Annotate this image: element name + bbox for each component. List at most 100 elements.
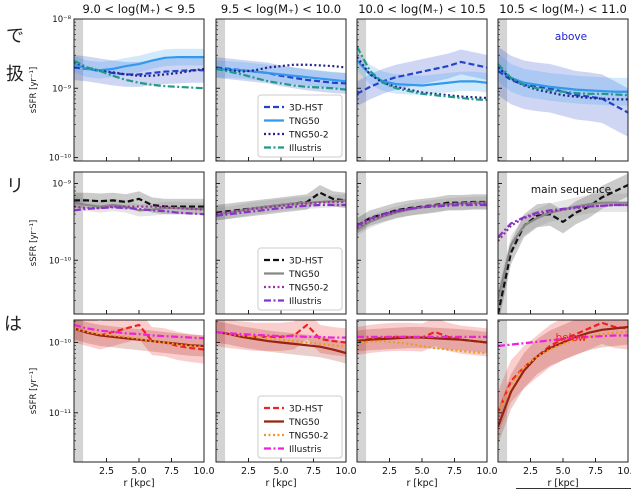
series-line-illustris (498, 203, 628, 238)
series-line-illustris (216, 67, 346, 91)
series-line-illustris (498, 334, 628, 348)
legend-label-tng50-2: TNG50-2 (288, 284, 329, 294)
column-title-3: 10.0 < log(M₊) < 10.5 (358, 2, 486, 16)
series-line-3d-hst (498, 184, 628, 314)
band-3d-hst (498, 320, 628, 434)
legend-label-tng50: TNG50 (288, 418, 320, 428)
series-line-illustris (216, 330, 346, 339)
x-tick-label: 5.0 (555, 466, 570, 477)
legend-label-tng50-2: TNG50-2 (288, 432, 329, 442)
panel-plot-area (357, 194, 487, 236)
panel-plot-area (74, 320, 204, 364)
panel-plot-area (216, 57, 346, 94)
y-tick-label: 10⁻¹⁰ (49, 338, 72, 348)
x-axis-label: r [kpc] (123, 478, 154, 489)
fragment-1: で (6, 26, 24, 47)
legend-label-illustris: Illustris (289, 445, 322, 455)
x-tick-label: 5.0 (414, 466, 429, 477)
panel-plot-area (216, 320, 346, 364)
column-title-4: 10.5 < log(M₊) < 11.0 (499, 2, 627, 16)
legend-label-3d-hst: 3D-HST (289, 405, 323, 415)
panel-3-1: 10⁻¹⁰ 10⁻¹¹ 2.5 5.0 7.5 10.0 r [kpc] (49, 319, 215, 489)
panel-1-1: 10⁻⁸ 10⁻⁹ 10⁻¹⁰ (49, 15, 205, 164)
inner-region-shade (498, 172, 508, 314)
y-axis-label-row-1: sSFR [yr⁻¹] (29, 67, 39, 113)
inner-region-shade (74, 19, 84, 161)
panel-2-1: 10⁻⁹ 10⁻¹⁰ (49, 171, 205, 315)
column-title-1: 9.0 < log(M₊) < 9.5 (83, 2, 196, 16)
panel-plot-area (498, 173, 628, 314)
legend-label-tng50-2: TNG50-2 (288, 131, 329, 141)
inner-region-shade (357, 320, 367, 462)
legend-label-3d-hst: 3D-HST (289, 257, 323, 267)
fragment-4: は (4, 314, 22, 335)
panel-1-3 (356, 18, 488, 162)
panel-plot-area (74, 191, 204, 217)
series-line-tng50-2 (216, 330, 346, 348)
x-tick-label: 7.5 (447, 466, 462, 477)
y-tick-label: 10⁻¹⁰ (49, 154, 72, 164)
series-line-illustris (74, 323, 204, 340)
inner-region-shade (216, 320, 226, 462)
series-line-tng50-2 (498, 330, 628, 414)
y-axis-label-row-3: sSFR [yr⁻¹] (29, 368, 39, 414)
inner-region-shade (498, 320, 508, 462)
band-tng50 (74, 320, 204, 357)
y-tick-label: 10⁻⁹ (52, 180, 71, 190)
x-tick-label: 10.0 (476, 466, 497, 477)
inner-region-shade (74, 320, 84, 462)
panel-plot-area (498, 46, 628, 137)
series-line-tng50-2 (498, 66, 628, 101)
band-tng50 (498, 320, 628, 445)
panel-1-4: above (497, 18, 629, 162)
x-axis-label: r [kpc] (547, 478, 578, 489)
series-line-tng50-2 (216, 200, 346, 216)
series-line-tng50-2 (357, 56, 487, 100)
series-line-tng50 (498, 66, 628, 93)
y-tick-label: 10⁻⁸ (52, 15, 71, 25)
panel-frame (73, 18, 205, 162)
panel-2-3 (356, 171, 488, 315)
panel-3-2: 2.5 5.0 7.5 10.0 r [kpc] 3D-HST TNG50 TNG50-2 Il… (215, 319, 357, 489)
x-tick-label: 7.5 (306, 466, 321, 477)
inner-region-shade (216, 172, 226, 314)
inner-region-shade (498, 19, 508, 161)
series-line-illustris (216, 203, 346, 217)
series-line-tng50-2 (216, 63, 346, 73)
band-3d-hst (216, 320, 346, 357)
panel-plot-area (357, 320, 487, 357)
series-line-tng50-2 (357, 202, 487, 229)
y-tick-label: 10⁻⁹ (52, 84, 71, 94)
panel-3-3: 2.5 5.0 7.5 10.0 r [kpc] (356, 319, 498, 489)
panel-plot-area (216, 185, 346, 221)
series-line-tng50 (216, 67, 346, 83)
series-line-tng50-2 (74, 205, 204, 211)
x-tick-label: 5.0 (131, 466, 146, 477)
legend-box (257, 94, 343, 158)
y-tick-label: 10⁻¹¹ (49, 409, 71, 419)
series-line-3d-hst (498, 70, 628, 114)
inner-region-shade (216, 19, 226, 161)
panel-label: above (555, 31, 587, 43)
legend-box (257, 247, 343, 311)
y-tick-label: 10⁻¹⁰ (49, 256, 72, 266)
series-line-illustris (74, 206, 204, 216)
x-tick-label: 7.5 (164, 466, 179, 477)
series-line-illustris (357, 46, 487, 102)
panel-frame (356, 171, 488, 315)
series-line-tng50 (357, 336, 487, 344)
x-axis-label: r [kpc] (265, 478, 296, 489)
series-line-3d-hst (357, 60, 487, 95)
fragment-2: 扱 (6, 64, 24, 85)
panel-1-2: 3D-HST TNG50 TNG50-2 Illustris (215, 18, 347, 162)
band-3d-hst (74, 55, 204, 87)
band-tng50 (357, 327, 487, 354)
inner-region-shade (74, 172, 84, 314)
series-line-tng50 (216, 330, 346, 355)
band-3d-hst (498, 173, 628, 314)
x-tick-label: 7.5 (588, 466, 603, 477)
panel-plot-area (498, 320, 628, 445)
series-line-tng50-2 (357, 339, 487, 355)
x-axis-label: r [kpc] (406, 478, 437, 489)
